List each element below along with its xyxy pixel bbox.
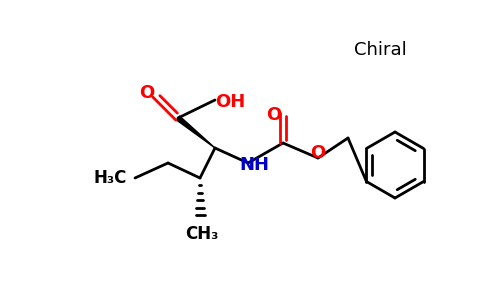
Text: NH: NH [239,156,269,174]
Text: O: O [266,106,282,124]
Text: OH: OH [215,93,245,111]
Text: CH₃: CH₃ [185,225,219,243]
Text: O: O [310,144,326,162]
Text: O: O [139,84,154,102]
Text: H₃C: H₃C [93,169,127,187]
Polygon shape [177,116,215,148]
Text: Chiral: Chiral [354,41,407,59]
